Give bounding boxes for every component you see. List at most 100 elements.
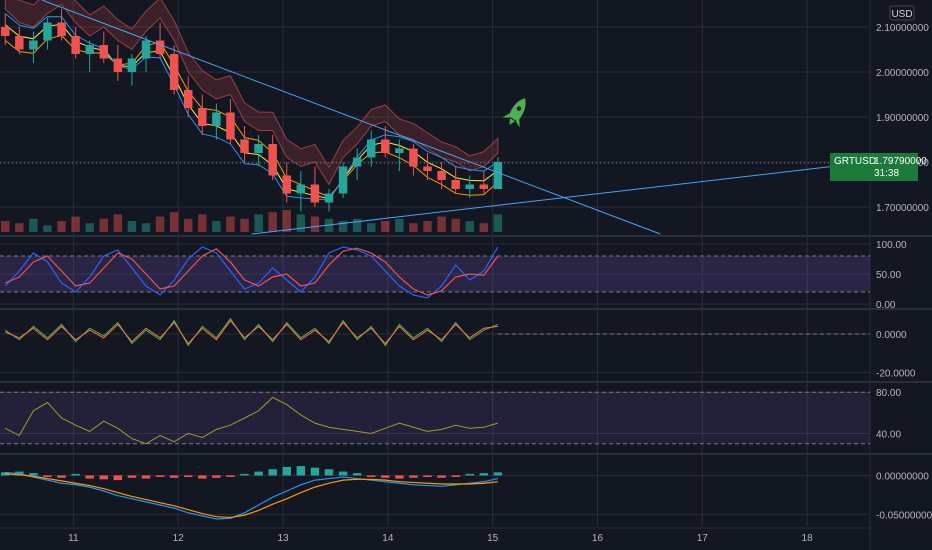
volume-bar bbox=[493, 214, 503, 232]
candle-body bbox=[99, 45, 108, 59]
volume-bar bbox=[184, 218, 193, 232]
volume-bar bbox=[254, 214, 263, 232]
candle-body bbox=[352, 157, 362, 167]
volume-bar bbox=[240, 218, 249, 232]
y-tick-label: -0.05000000 bbox=[876, 510, 932, 521]
macd-histogram-bar bbox=[43, 475, 52, 477]
x-tick-label: 16 bbox=[592, 533, 604, 544]
volume-bar bbox=[29, 218, 38, 232]
candle-body bbox=[437, 171, 446, 180]
macd-histogram-bar bbox=[451, 475, 460, 477]
candle-body bbox=[338, 166, 348, 194]
candle-body bbox=[254, 144, 263, 153]
y-tick-label: 2.00000000 bbox=[876, 68, 929, 79]
candle-body bbox=[240, 139, 249, 153]
volume-bar bbox=[338, 221, 348, 232]
macd-line bbox=[5, 473, 498, 519]
price-pane[interactable] bbox=[0, 0, 871, 235]
y-tick-label: -20.0000 bbox=[876, 368, 916, 379]
y-tick-label: 2.10000000 bbox=[876, 23, 929, 34]
countdown-label: 31:38 bbox=[874, 168, 899, 179]
candle-body bbox=[366, 139, 376, 158]
candle-body bbox=[85, 45, 94, 54]
candle-body bbox=[127, 58, 137, 72]
stochastic-pane[interactable] bbox=[0, 246, 870, 299]
x-tick-label: 14 bbox=[382, 533, 394, 544]
candle-body bbox=[184, 90, 193, 108]
rocket-icon bbox=[502, 98, 526, 128]
moving-average-line bbox=[4, 13, 499, 201]
y-tick-label: 40.00 bbox=[876, 429, 901, 440]
macd-histogram-bar bbox=[479, 473, 489, 476]
candle-body bbox=[226, 112, 235, 140]
macd-histogram-bar bbox=[437, 475, 446, 478]
rsi-pane[interactable] bbox=[0, 391, 870, 445]
candle-body bbox=[1, 27, 10, 36]
candle-body bbox=[268, 144, 277, 176]
stochastic-line bbox=[4, 246, 499, 299]
volume-bar bbox=[226, 216, 235, 232]
candle-body bbox=[493, 162, 503, 189]
volume-bar bbox=[212, 221, 221, 232]
candle-body bbox=[296, 184, 306, 194]
candle-body bbox=[29, 40, 38, 50]
macd-histogram-bar bbox=[366, 475, 376, 477]
volume-bar bbox=[113, 214, 123, 232]
macd-histogram-bar bbox=[57, 475, 66, 478]
macd-histogram-bar bbox=[395, 475, 404, 479]
macd-histogram-bar bbox=[29, 473, 38, 476]
volume-bar bbox=[268, 212, 277, 232]
macd-histogram-bar bbox=[381, 475, 390, 478]
macd-histogram-bar bbox=[212, 475, 221, 478]
macd-histogram-bar bbox=[423, 475, 432, 477]
macd-histogram-bar bbox=[296, 466, 306, 476]
candle-body bbox=[282, 175, 291, 194]
candle-body bbox=[43, 22, 52, 41]
y-tick-label: 100.00 bbox=[876, 240, 907, 251]
volume-bar bbox=[437, 216, 446, 232]
macd-histogram-bar bbox=[71, 473, 80, 476]
y-tick-label: 80.00 bbox=[876, 388, 901, 399]
cloud bbox=[4, 0, 499, 186]
macd-histogram-bar bbox=[268, 469, 277, 476]
macd-histogram-bar bbox=[127, 475, 137, 478]
macd-histogram-bar bbox=[169, 475, 179, 478]
candle-body bbox=[423, 166, 432, 171]
symbol-label: GRTUSD bbox=[834, 156, 876, 167]
volume-bar bbox=[352, 218, 362, 232]
macd-histogram-bar bbox=[184, 475, 193, 477]
volume-bar bbox=[1, 221, 10, 232]
currency-label[interactable]: USD bbox=[889, 5, 915, 21]
volume-bar bbox=[127, 221, 137, 232]
candle-body bbox=[169, 54, 179, 90]
macd-histogram-bar bbox=[254, 471, 263, 476]
candle-body bbox=[381, 139, 390, 153]
candle-body bbox=[155, 40, 165, 54]
volume-bar bbox=[43, 225, 52, 232]
macd-pane[interactable] bbox=[1, 466, 503, 520]
volume-bar bbox=[169, 212, 179, 232]
volume-bar bbox=[310, 216, 320, 232]
macd-line bbox=[5, 471, 499, 520]
macd-histogram-bar bbox=[282, 466, 291, 476]
candle-body bbox=[409, 148, 418, 167]
candle-body bbox=[395, 148, 404, 153]
macd-histogram-bar bbox=[141, 475, 151, 479]
y-tick-label: 1.90000000 bbox=[876, 113, 929, 124]
volume-bar bbox=[57, 221, 66, 232]
rsi-band bbox=[0, 392, 870, 444]
macd-histogram-bar bbox=[310, 467, 320, 476]
volume-bar bbox=[155, 216, 165, 232]
candle-body bbox=[15, 36, 24, 50]
time-axis[interactable]: 11 12 13 14 15 16 17 18 bbox=[68, 533, 813, 544]
macd-histogram-bar bbox=[240, 473, 249, 476]
oscillator-pane[interactable] bbox=[4, 317, 870, 347]
candle-body bbox=[57, 22, 66, 36]
volume-bar bbox=[409, 223, 418, 232]
y-tick-label: 0.00 bbox=[876, 300, 896, 311]
y-tick-label: 1.70000000 bbox=[876, 203, 929, 214]
macd-histogram-bar bbox=[113, 475, 123, 481]
volume-bar bbox=[282, 210, 291, 232]
candle-body bbox=[198, 108, 207, 126]
